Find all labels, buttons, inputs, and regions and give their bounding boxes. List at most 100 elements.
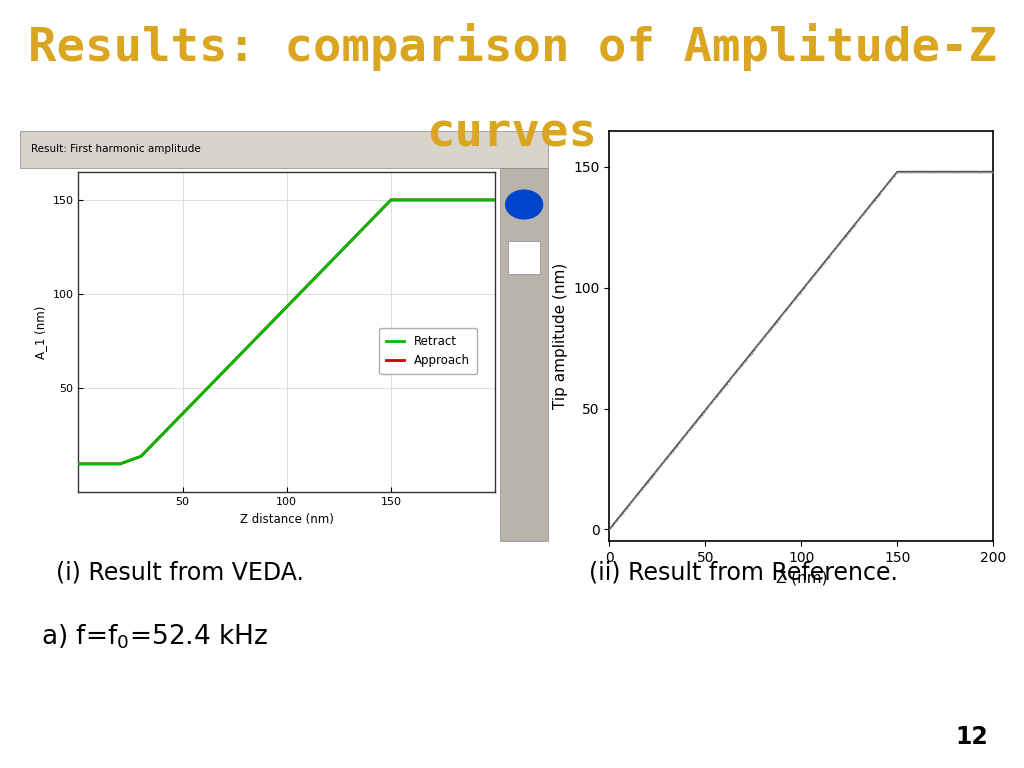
Point: [601, 523, 617, 535]
Point: [765, 320, 781, 333]
Point: [655, 456, 672, 468]
Point: [976, 166, 992, 178]
Point: [647, 466, 664, 478]
Point: [934, 166, 950, 178]
Point: [628, 490, 644, 502]
Point: [842, 224, 858, 237]
Point: [859, 203, 876, 215]
Point: [636, 480, 652, 492]
Point: [828, 241, 845, 253]
Point: [796, 282, 812, 294]
Point: [840, 227, 856, 240]
Point: [822, 249, 839, 261]
Point: [785, 294, 802, 306]
Point: [770, 313, 786, 326]
Point: [844, 222, 860, 234]
Y-axis label: Tip amplitude (nm): Tip amplitude (nm): [553, 263, 567, 409]
Point: [755, 332, 771, 344]
Point: [625, 495, 641, 507]
Point: [813, 260, 829, 273]
Point: [695, 406, 712, 419]
Point: [901, 166, 918, 178]
Point: [672, 435, 688, 447]
Point: [834, 234, 850, 247]
Point: [697, 404, 714, 416]
Point: [688, 415, 705, 428]
Point: [753, 335, 769, 347]
Point: [717, 380, 733, 392]
Point: [682, 423, 698, 435]
Point: [774, 308, 791, 320]
Point: [847, 217, 863, 230]
Point: [794, 284, 810, 296]
Point: [630, 488, 646, 500]
Point: [678, 428, 694, 440]
Text: 12: 12: [955, 725, 988, 749]
Point: [719, 378, 735, 390]
Point: [914, 166, 931, 178]
Point: [829, 239, 846, 251]
Point: [925, 166, 941, 178]
Point: [903, 166, 920, 178]
Point: [864, 196, 881, 208]
Point: [667, 442, 683, 455]
Point: [734, 359, 751, 371]
Point: [846, 220, 862, 232]
Point: [782, 299, 799, 311]
Point: [634, 482, 650, 495]
Point: [978, 166, 994, 178]
Point: [890, 166, 906, 178]
Point: [750, 339, 766, 352]
Point: [807, 267, 823, 280]
Point: [761, 325, 777, 337]
Point: [686, 418, 702, 430]
Point: [941, 166, 957, 178]
Point: [751, 337, 767, 349]
Point: [814, 258, 830, 270]
Point: [699, 402, 716, 414]
Point: [603, 521, 620, 533]
Point: [768, 316, 784, 328]
Point: [826, 243, 843, 256]
Point: [836, 232, 852, 244]
Point: [893, 166, 909, 178]
Point: [640, 475, 656, 488]
Point: [953, 166, 970, 178]
Point: [909, 166, 926, 178]
Point: [967, 166, 983, 178]
Point: [632, 485, 648, 498]
Point: [722, 372, 738, 385]
Text: a) f=f$_0$=52.4 kHz: a) f=f$_0$=52.4 kHz: [41, 622, 268, 650]
Point: [958, 166, 975, 178]
Text: Result: First harmonic amplitude: Result: First harmonic amplitude: [31, 144, 201, 154]
Point: [930, 166, 946, 178]
Point: [955, 166, 972, 178]
Point: [649, 464, 666, 476]
Point: [705, 394, 721, 406]
Point: [701, 399, 718, 412]
Point: [607, 516, 624, 528]
Point: [691, 411, 708, 423]
Point: [735, 356, 752, 369]
Point: [709, 389, 725, 402]
Point: [892, 166, 908, 178]
Point: [799, 277, 815, 290]
Point: [776, 306, 793, 318]
Point: [882, 174, 898, 187]
Point: [653, 458, 670, 471]
Point: [759, 327, 775, 339]
Bar: [20, 131, 548, 167]
Point: [905, 166, 922, 178]
Point: [787, 292, 804, 304]
Text: Results: comparison of Amplitude-Z: Results: comparison of Amplitude-Z: [28, 23, 996, 71]
Point: [928, 166, 944, 178]
Point: [674, 432, 690, 445]
Text: (ii) Result from Reference.: (ii) Result from Reference.: [589, 561, 898, 584]
Point: [853, 210, 869, 223]
Point: [798, 280, 814, 292]
Point: [949, 166, 966, 178]
Circle shape: [506, 190, 543, 219]
Point: [866, 194, 883, 206]
Point: [605, 518, 622, 531]
Point: [877, 181, 893, 194]
